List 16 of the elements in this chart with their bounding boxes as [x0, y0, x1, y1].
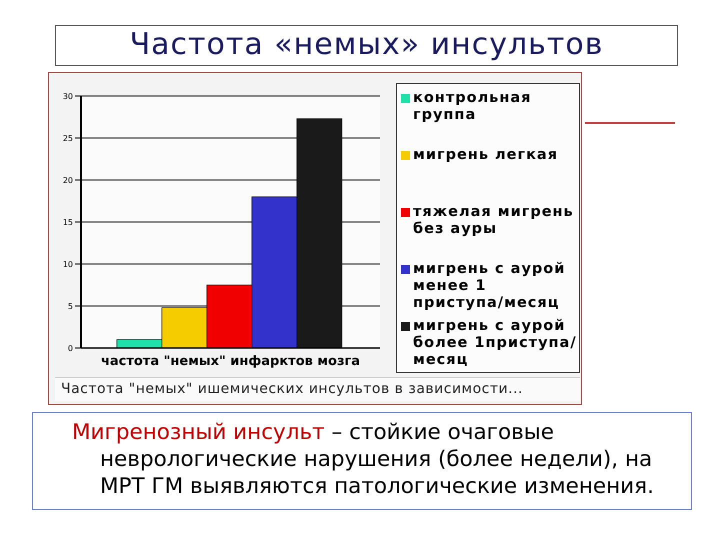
y-tick-label: 30: [62, 92, 73, 101]
y-tick-label: 25: [62, 134, 73, 143]
y-tick-label: 15: [62, 218, 73, 227]
chart-title: Частота «немых» инсультов: [130, 27, 604, 62]
text: Частота "немых" ишемических инсультов в зависимости...: [61, 381, 523, 397]
text: Мигренозный инсульт – стойкие очаговые неврологические нарушения (более недели), на МРТ ГМ выявляются патологические изменения.: [72, 420, 654, 499]
y-tick-label: 0: [68, 344, 73, 353]
y-tick-label: 10: [62, 260, 73, 269]
y-tick-label: 5: [68, 302, 73, 311]
legend-label: тяжелая мигрень без ауры: [413, 204, 574, 237]
legend-label: мигрень с аурой более 1приступа/месяц: [413, 318, 577, 368]
legend-label: мигрень легкая: [413, 147, 558, 163]
x-tick-label: частота "немых" инфарктов мозга: [100, 354, 360, 370]
y-tick-label: 20: [62, 176, 73, 185]
legend-label: мигрень с аурой менее 1 приступа/месяц: [413, 261, 566, 311]
legend-label: контрольная группа: [413, 90, 532, 123]
